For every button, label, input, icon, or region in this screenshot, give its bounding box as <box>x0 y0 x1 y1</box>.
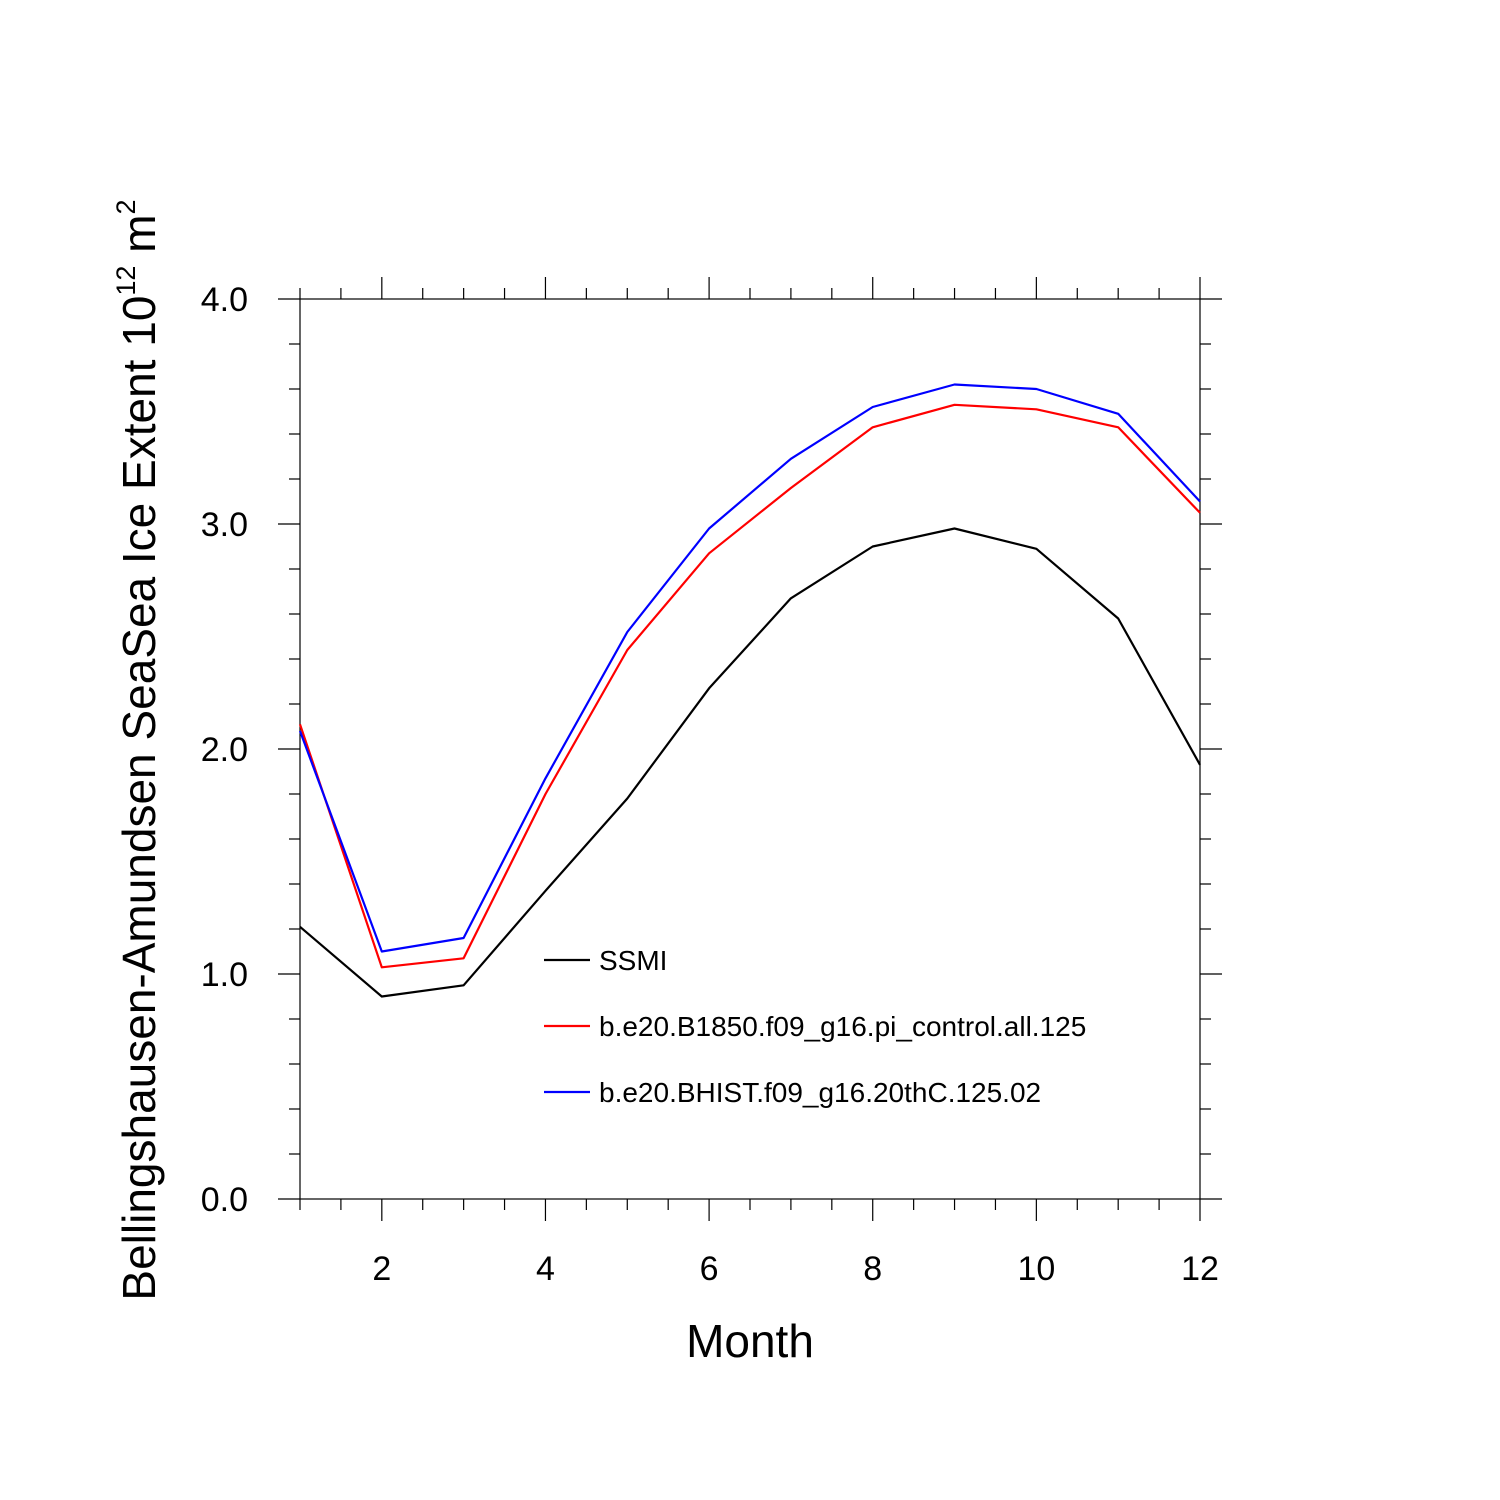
x-tick-label: 8 <box>863 1250 882 1288</box>
y-tick-labels: 0.0 1.0 2.0 3.0 4.0 <box>201 281 248 1219</box>
y-tick-label: 3.0 <box>201 506 248 544</box>
y-axis-label-unit-exponent: 2 <box>111 199 141 214</box>
x-tick-label: 4 <box>536 1250 555 1288</box>
y-axis-label-text: Bellingshausen-Amundsen SeaSea Ice Exten… <box>113 296 165 1301</box>
series-lines <box>298 383 1201 998</box>
y-tick-label: 4.0 <box>201 281 248 319</box>
series-line-b.e20.BHIST.f09_g16.20thC.125.02 <box>298 383 1201 953</box>
legend: SSMI b.e20.B1850.f09_g16.pi_control.all.1… <box>544 945 1086 1108</box>
legend-label: SSMI <box>599 945 667 976</box>
y-tick-label: 0.0 <box>201 1181 248 1219</box>
y-tick-label: 2.0 <box>201 731 248 769</box>
series-line-b.e20.B1850.f09_g16.pi_control.all.125 <box>298 403 1201 969</box>
minor-ticks <box>289 288 1211 1210</box>
y-axis-label-exponent: 12 <box>111 266 141 296</box>
x-tick-label: 10 <box>1017 1250 1055 1288</box>
x-tick-label: 6 <box>700 1250 719 1288</box>
y-axis-label: Bellingshausen-Amundsen SeaSea Ice Exten… <box>111 199 165 1300</box>
x-tick-label: 12 <box>1181 1250 1219 1288</box>
plot-frame <box>299 298 1201 1200</box>
x-axis-label: Month <box>686 1315 814 1367</box>
legend-label: b.e20.BHIST.f09_g16.20thC.125.02 <box>599 1077 1041 1108</box>
major-ticks <box>278 277 1222 1221</box>
y-tick-label: 1.0 <box>201 956 248 994</box>
x-tick-label: 2 <box>372 1250 391 1288</box>
legend-label: b.e20.B1850.f09_g16.pi_control.all.125 <box>599 1011 1086 1042</box>
series-line-SSMI <box>299 527 1201 998</box>
x-tick-labels: 2 4 6 8 10 12 <box>372 1250 1219 1288</box>
y-axis-label-unit: m <box>113 214 165 265</box>
